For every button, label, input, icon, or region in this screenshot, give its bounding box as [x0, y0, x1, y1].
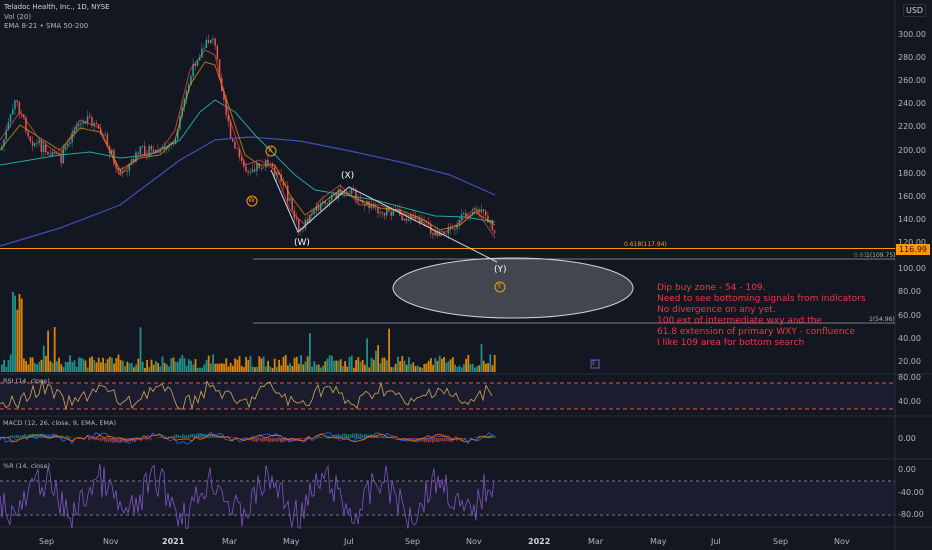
sma-200-line: [0, 136, 496, 247]
rsi-tick-40: 40.00: [898, 397, 921, 406]
price-tick: 160.00: [898, 192, 926, 201]
macd-histogram: [0, 433, 496, 443]
wave-y-label[interactable]: (Y): [494, 265, 507, 275]
rsi-label[interactable]: RSI (14, close): [3, 377, 50, 385]
wave-w-label[interactable]: (W): [294, 238, 310, 248]
price-tick: 300.00: [898, 30, 926, 39]
wxy-wave-line[interactable]: [270, 169, 498, 263]
time-tick: May: [650, 537, 667, 546]
fib-1-prefix: 0.61: [854, 252, 868, 259]
fib-618-label: 0.618(117.94): [624, 241, 667, 248]
macd-signal-line: [0, 433, 493, 443]
time-tick: Nov: [466, 537, 482, 546]
price-tick: 100.00: [898, 264, 926, 273]
time-tick: Mar: [222, 537, 238, 546]
analysis-note[interactable]: Dip buy zone - 54 - 109. Need to see bot…: [657, 283, 866, 348]
price-tick: 220.00: [898, 122, 926, 131]
wave-w-orange-label: W: [248, 196, 255, 204]
symbol-title[interactable]: Teladoc Health, Inc., 1D, NYSE: [4, 3, 110, 11]
macd-tick-0: 0.00: [898, 434, 916, 443]
fib-1-label: 1(109.75): [866, 252, 896, 259]
ema-21-line: [0, 61, 496, 231]
wr-tick-0: 0.00: [898, 465, 916, 474]
time-tick: Mar: [588, 537, 604, 546]
rsi-band: [0, 383, 895, 409]
time-tick: May: [283, 537, 300, 546]
price-tick: 200.00: [898, 146, 926, 155]
wave-x-label[interactable]: (X): [341, 171, 355, 181]
price-tick: 40.00: [898, 334, 921, 343]
wave-w-circle: [246, 195, 258, 207]
wave-x-orange-label: X: [268, 146, 273, 154]
wave-y-orange-label: Y: [497, 282, 502, 290]
price-tick: 180.00: [898, 169, 926, 178]
wr-line: [0, 463, 495, 529]
volume-bars: [1, 291, 496, 372]
sma-50-line: [0, 99, 496, 223]
time-tick: Nov: [103, 537, 119, 546]
price-tick: 20.00: [898, 357, 921, 366]
time-tick: 2022: [528, 537, 551, 546]
earnings-marker-label[interactable]: E: [592, 360, 596, 367]
wr-tick-80: -80.00: [898, 510, 924, 519]
time-tick: 2021: [162, 537, 185, 546]
price-tick: 60.00: [898, 311, 921, 320]
price-tick: 240.00: [898, 99, 926, 108]
macd-line: [0, 431, 493, 445]
wr-tick-40: -40.00: [898, 488, 924, 497]
time-tick: Jul: [344, 537, 354, 546]
wave-x-circle: [265, 145, 277, 157]
ema-8-line: [0, 49, 496, 239]
time-tick: Nov: [834, 537, 850, 546]
ema-indicator-label[interactable]: EMA 8-21 • SMA 50-200: [4, 22, 89, 30]
target-zone-ellipse[interactable]: [392, 257, 634, 319]
price-tick: 80.00: [898, 287, 921, 296]
currency-badge[interactable]: USD: [903, 4, 927, 17]
price-tick: 120.00: [898, 238, 926, 247]
wave-y-circle: [494, 281, 506, 293]
price-tick: 260.00: [898, 76, 926, 85]
time-tick: Sep: [773, 537, 789, 546]
price-tick: 280.00: [898, 53, 926, 62]
fib-100-label: 1(54.96): [869, 316, 895, 323]
volume-indicator-label[interactable]: Vol (20): [4, 13, 32, 21]
wr-label[interactable]: %R (14, close): [3, 462, 50, 470]
last-price-badge: 116.99: [896, 244, 930, 255]
earnings-markers[interactable]: [590, 359, 600, 369]
time-tick: Sep: [39, 537, 55, 546]
time-tick: Jul: [711, 537, 721, 546]
rsi-line: [0, 379, 493, 410]
time-tick: Sep: [405, 537, 421, 546]
price-tick: 140.00: [898, 215, 926, 224]
macd-label[interactable]: MACD (12, 26, close, 9, EMA, EMA): [3, 419, 117, 427]
rsi-tick-80: 80.00: [898, 373, 921, 382]
